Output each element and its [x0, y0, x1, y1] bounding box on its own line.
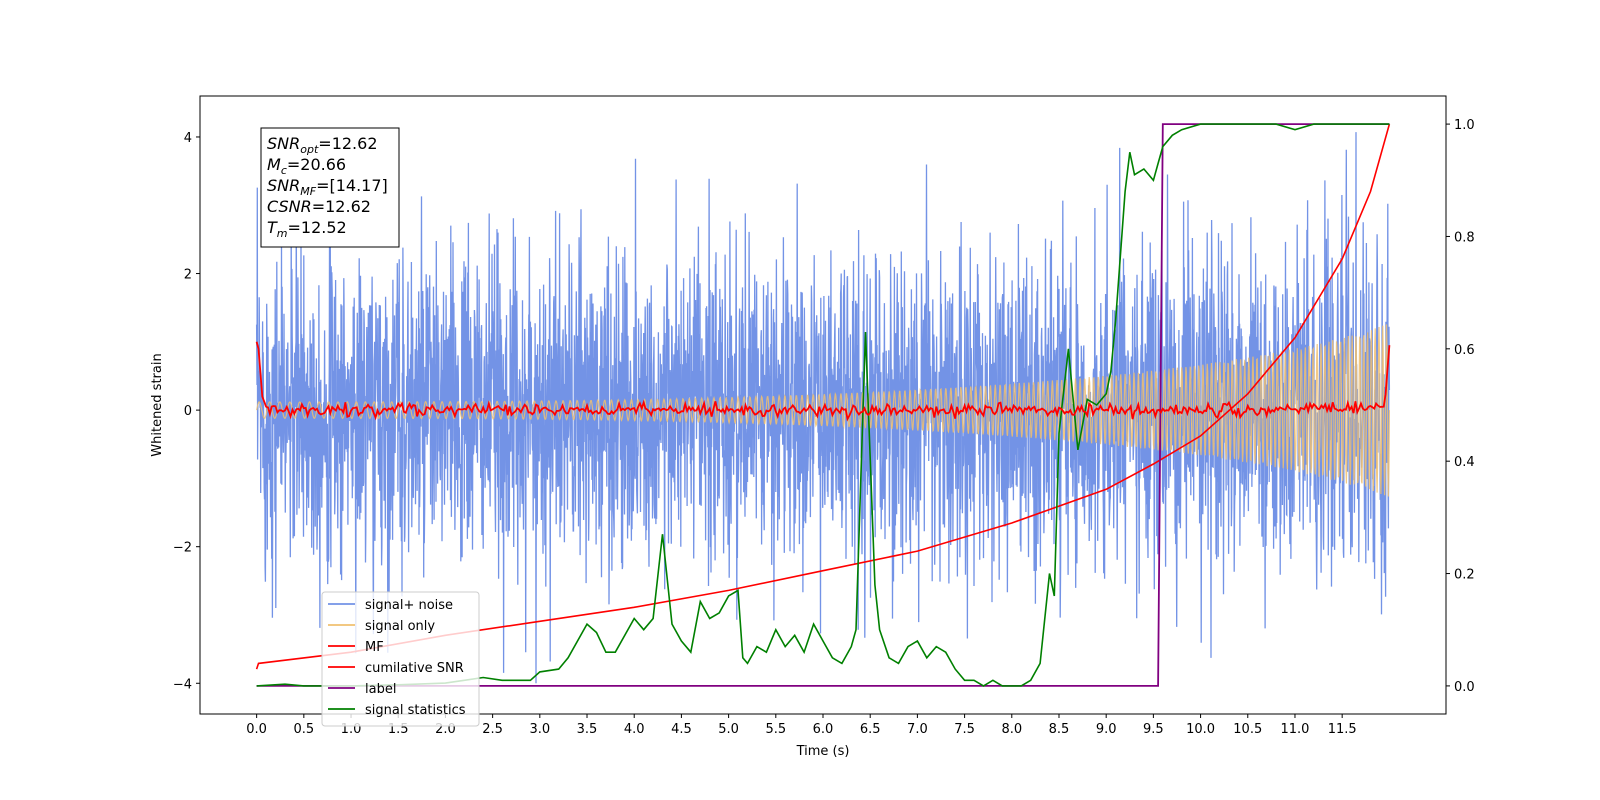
svg-text:Mc=20.66: Mc=20.66 [267, 155, 346, 177]
x-axis-label: Time (s) [796, 744, 850, 759]
csnr-value: =12.62 [312, 197, 371, 216]
y-right-tick-label: 0.6 [1454, 343, 1475, 358]
y-right-tick-label: 1.0 [1454, 118, 1475, 133]
series-signal-noise-line [255, 132, 1391, 684]
y-axis-left: 4 2 0 −2 −4 [173, 131, 200, 692]
x-tick-label: 10.5 [1233, 722, 1262, 737]
x-tick-label: 3.5 [577, 722, 598, 737]
x-tick-label: 6.0 [813, 722, 834, 737]
svg-text:Tm=12.52: Tm=12.52 [267, 218, 347, 240]
y-left-tick-label: −2 [173, 541, 192, 556]
tm-value: =12.52 [288, 218, 347, 237]
x-tick-label: 0.5 [293, 722, 314, 737]
snr-opt-value: =12.62 [318, 134, 377, 153]
x-tick-label: 2.5 [482, 722, 503, 737]
y-axis-right: 1.0 0.8 0.6 0.4 0.2 0.0 [1446, 118, 1475, 695]
legend-entry-label: MF [365, 640, 384, 655]
y-left-tick-label: 2 [184, 268, 192, 283]
y-right-tick-label: 0.4 [1454, 455, 1475, 470]
x-tick-label: 8.5 [1049, 722, 1070, 737]
x-tick-label: 4.5 [671, 722, 692, 737]
mc-value: =20.66 [287, 155, 346, 174]
svg-text:SNRopt=12.62: SNRopt=12.62 [267, 134, 378, 156]
x-tick-label: 4.0 [624, 722, 645, 737]
y-axis-label: Whitened strain [150, 353, 165, 456]
x-tick-label: 8.0 [1001, 722, 1022, 737]
legend-box [321, 591, 480, 727]
legend-entry-label: signal+ noise [365, 598, 453, 613]
x-tick-label: 11.0 [1280, 722, 1309, 737]
legend-entry-label: signal only [365, 619, 435, 634]
y-left-tick-label: −4 [173, 677, 192, 692]
svg-text:SNRMF=[14.17]: SNRMF=[14.17] [267, 176, 388, 198]
x-tick-label: 9.0 [1096, 722, 1117, 737]
x-tick-label: 5.5 [765, 722, 786, 737]
x-tick-label: 6.5 [860, 722, 881, 737]
y-left-tick-label: 0 [184, 404, 192, 419]
svg-text:CSNR=12.62: CSNR=12.62 [267, 197, 371, 216]
y-right-tick-label: 0.8 [1454, 230, 1475, 245]
x-tick-label: 7.0 [907, 722, 928, 737]
legend-entry-label: cumilative SNR [365, 661, 464, 676]
x-tick-label: 11.5 [1328, 722, 1357, 737]
legend-entry-label: label [365, 682, 396, 697]
y-right-tick-label: 0.0 [1454, 680, 1475, 695]
annotation-box: SNRopt=12.62 Mc=20.66 SNRMF=[14.17] CSNR… [260, 127, 400, 248]
x-tick-label: 10.0 [1186, 722, 1215, 737]
x-axis: 0.0 0.5 1.0 1.5 2.0 2.5 3.0 3.5 4.0 4.5 5.0 5.5 6.0 6… [246, 714, 1357, 737]
series-mf-line [255, 341, 1391, 422]
x-tick-label: 0.0 [246, 722, 267, 737]
x-tick-label: 3.0 [529, 722, 550, 737]
y-right-tick-label: 0.2 [1454, 568, 1475, 583]
x-tick-label: 7.5 [954, 722, 975, 737]
legend-entry-label: signal statistics [365, 703, 466, 718]
x-tick-label: 5.0 [718, 722, 739, 737]
legend: signal+ noise signal only MF cumilative SNR… [321, 591, 480, 727]
series-signal-statistics-line [256, 123, 1390, 687]
x-tick-label: 9.5 [1143, 722, 1164, 737]
y-left-tick-label: 4 [184, 131, 192, 146]
snr-mf-value: =[14.17] [316, 176, 388, 195]
